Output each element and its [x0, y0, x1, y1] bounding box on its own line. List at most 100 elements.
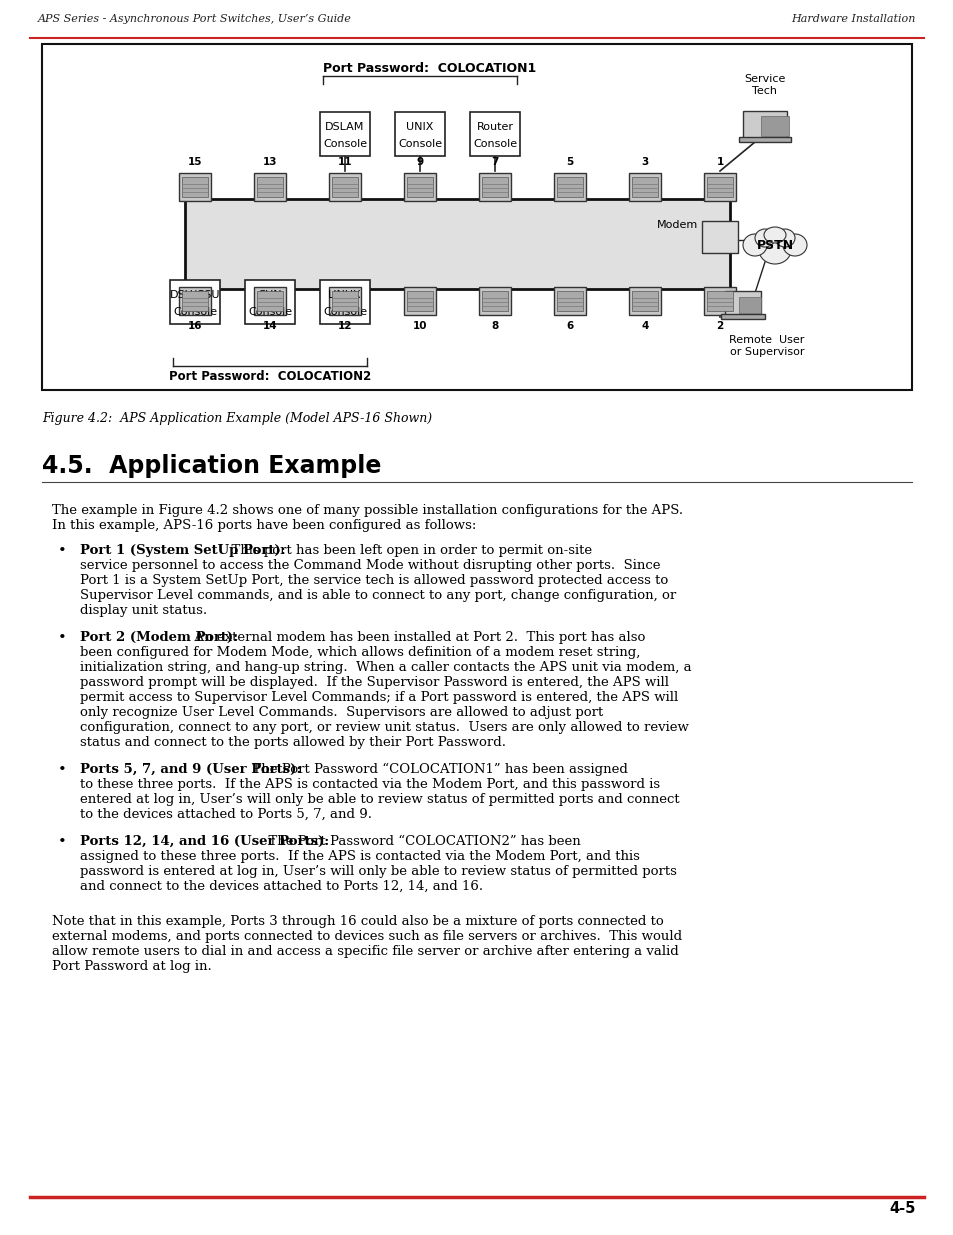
Text: 10: 10	[413, 321, 427, 331]
Bar	[631, 291, 658, 311]
Bar	[256, 177, 283, 198]
Text: entered at log in, User’s will only be able to review status of permitted ports : entered at log in, User’s will only be a…	[80, 793, 679, 806]
Text: In this example, APS-16 ports have been configured as follows:: In this example, APS-16 ports have been …	[52, 519, 476, 532]
Text: APS Series - Asynchronous Port Switches, User’s Guide: APS Series - Asynchronous Port Switches,…	[38, 14, 352, 23]
Text: Console: Console	[397, 138, 441, 148]
Text: Modem: Modem	[656, 220, 698, 230]
Text: DSU/CSU: DSU/CSU	[170, 290, 220, 300]
Bar	[706, 291, 732, 311]
Text: and connect to the devices attached to Ports 12, 14, and 16.: and connect to the devices attached to P…	[80, 881, 482, 893]
Bar	[253, 287, 286, 315]
Bar	[407, 177, 433, 198]
Bar	[332, 291, 357, 311]
Text: permit access to Supervisor Level Commands; if a Port password is entered, the A: permit access to Supervisor Level Comman…	[80, 692, 678, 704]
Bar	[329, 173, 360, 201]
Text: LINUX: LINUX	[328, 290, 361, 300]
Text: 13: 13	[262, 157, 277, 167]
Text: UNIX: UNIX	[406, 122, 434, 132]
Ellipse shape	[754, 228, 774, 247]
Text: Port 2 (Modem Port):: Port 2 (Modem Port):	[80, 631, 238, 643]
Text: 14: 14	[262, 321, 277, 331]
Text: status and connect to the ports allowed by their Port Password.: status and connect to the ports allowed …	[80, 736, 505, 748]
Bar	[481, 177, 507, 198]
Bar	[628, 287, 660, 315]
Text: Console: Console	[323, 138, 367, 148]
Text: display unit status.: display unit status.	[80, 604, 207, 618]
Text: Note that in this example, Ports 3 through 16 could also be a mixture of ports c: Note that in this example, Ports 3 throu…	[52, 915, 663, 927]
Bar	[724, 291, 760, 315]
Text: been configured for Modem Mode, which allows definition of a modem reset string,: been configured for Modem Mode, which al…	[80, 646, 639, 659]
Bar	[554, 287, 585, 315]
Bar	[329, 287, 360, 315]
Text: service personnel to access the Command Mode without disrupting other ports.  Si: service personnel to access the Command …	[80, 559, 659, 572]
Text: Port 1 is a System SetUp Port, the service tech is allowed password protected ac: Port 1 is a System SetUp Port, the servi…	[80, 574, 667, 587]
Bar	[631, 177, 658, 198]
Bar	[706, 177, 732, 198]
Text: The Port Password “COLOCATION2” has been: The Port Password “COLOCATION2” has been	[260, 835, 580, 848]
Bar	[42, 44, 911, 390]
Text: 4: 4	[640, 321, 648, 331]
Text: 2: 2	[716, 321, 723, 331]
Text: Port Password at log in.: Port Password at log in.	[52, 960, 212, 973]
Bar	[720, 314, 764, 319]
Text: only recognize User Level Commands.  Supervisors are allowed to adjust port: only recognize User Level Commands. Supe…	[80, 706, 602, 719]
Ellipse shape	[774, 228, 794, 247]
Text: Remote  User
or Supervisor: Remote User or Supervisor	[728, 335, 803, 357]
Text: 6: 6	[566, 321, 573, 331]
Text: 4-5: 4-5	[889, 1200, 915, 1216]
Bar	[170, 280, 220, 324]
Bar	[470, 112, 519, 156]
Bar	[395, 112, 444, 156]
Text: Console: Console	[473, 138, 517, 148]
Bar	[478, 287, 511, 315]
Text: 12: 12	[337, 321, 352, 331]
Text: •: •	[57, 631, 67, 645]
Text: The example in Figure 4.2 shows one of many possible installation configurations: The example in Figure 4.2 shows one of m…	[52, 504, 682, 517]
Bar	[253, 173, 286, 201]
Ellipse shape	[763, 227, 785, 243]
Text: allow remote users to dial in and access a specific file server or archive after: allow remote users to dial in and access…	[52, 945, 678, 958]
Bar	[185, 199, 729, 289]
Text: Router: Router	[476, 122, 513, 132]
Text: •: •	[57, 763, 67, 777]
Text: 3: 3	[640, 157, 648, 167]
Bar	[332, 177, 357, 198]
Text: The Port Password “COLOCATION1” has been assigned: The Port Password “COLOCATION1” has been…	[244, 763, 627, 777]
Text: Service
Tech: Service Tech	[743, 74, 785, 95]
Text: Port Password:  COLOCATION2: Port Password: COLOCATION2	[169, 370, 371, 383]
Bar	[319, 280, 370, 324]
Ellipse shape	[782, 233, 806, 256]
Ellipse shape	[759, 236, 790, 264]
Bar	[703, 173, 735, 201]
Bar	[403, 287, 436, 315]
Bar	[478, 173, 511, 201]
Text: 11: 11	[337, 157, 352, 167]
Bar	[557, 291, 582, 311]
Text: PSTN: PSTN	[756, 238, 793, 252]
Text: Console: Console	[248, 306, 292, 316]
Text: DSLAM: DSLAM	[325, 122, 364, 132]
Bar	[256, 291, 283, 311]
Text: to the devices attached to Ports 5, 7, and 9.: to the devices attached to Ports 5, 7, a…	[80, 808, 372, 821]
Text: This port has been left open in order to permit on-site: This port has been left open in order to…	[223, 543, 592, 557]
Text: Supervisor Level commands, and is able to connect to any port, change configurat: Supervisor Level commands, and is able t…	[80, 589, 676, 601]
Text: 5: 5	[566, 157, 573, 167]
Text: 4.5.  Application Example: 4.5. Application Example	[42, 454, 381, 478]
Text: Port 1 (System SetUp Port):: Port 1 (System SetUp Port):	[80, 543, 285, 557]
Text: 7: 7	[491, 157, 498, 167]
Text: 8: 8	[491, 321, 498, 331]
Text: Figure 4.2:  APS Application Example (Model APS-16 Shown): Figure 4.2: APS Application Example (Mod…	[42, 412, 432, 425]
Text: Ports 5, 7, and 9 (User Ports):: Ports 5, 7, and 9 (User Ports):	[80, 763, 301, 776]
Bar	[739, 137, 790, 142]
Bar	[628, 173, 660, 201]
Text: password prompt will be displayed.  If the Supervisor Password is entered, the A: password prompt will be displayed. If th…	[80, 676, 668, 689]
Bar	[319, 112, 370, 156]
Bar	[701, 221, 738, 253]
Text: 16: 16	[188, 321, 202, 331]
Bar	[407, 291, 433, 311]
Bar	[182, 177, 208, 198]
Bar	[179, 287, 211, 315]
Bar	[179, 173, 211, 201]
Bar	[182, 291, 208, 311]
Text: •: •	[57, 543, 67, 558]
